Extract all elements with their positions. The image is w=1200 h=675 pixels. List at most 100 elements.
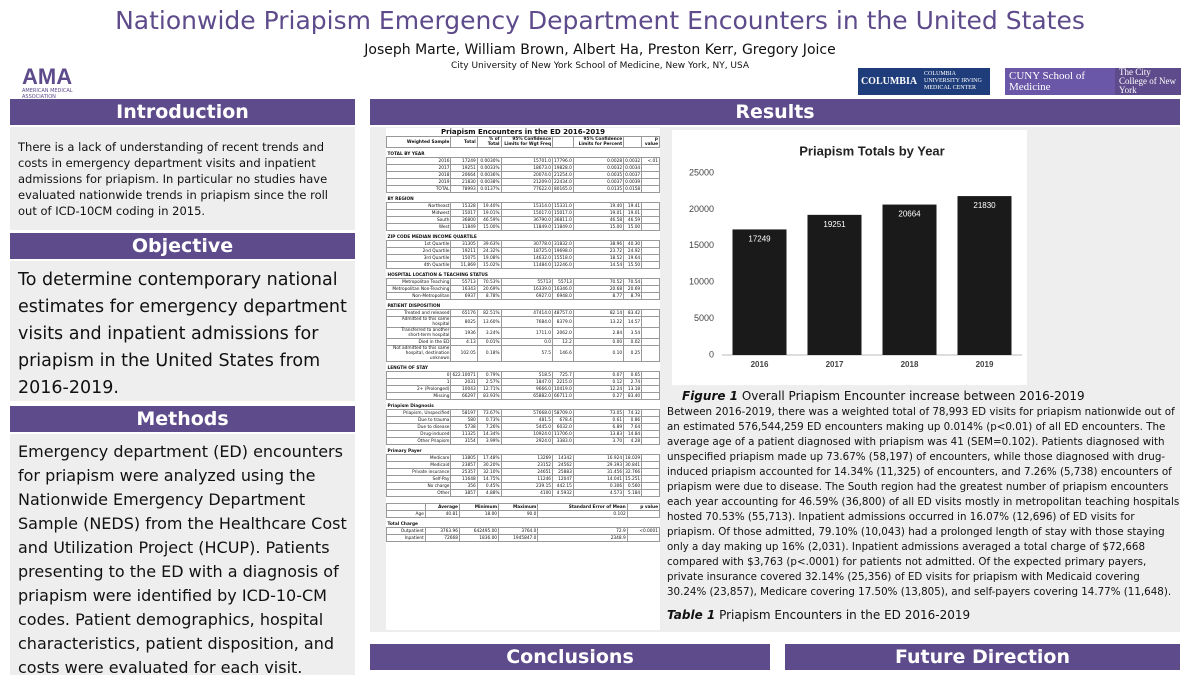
y-tick-label: 5000 xyxy=(694,313,714,323)
table-cell: 678.4 xyxy=(552,416,574,424)
table-cell: 13.22 xyxy=(572,316,625,328)
table-cell: 29.393 xyxy=(572,461,625,469)
table-cell: 7684.0 xyxy=(500,316,554,328)
table-cell: 0.18% xyxy=(476,345,502,362)
table-cell xyxy=(641,489,660,497)
table-cell: TOTAL xyxy=(386,185,452,193)
table-cell: 30.20% xyxy=(476,461,502,469)
table-cell: 3.99% xyxy=(476,437,502,445)
table-cell: 19.40 xyxy=(572,202,625,210)
table-cell: 73.67% xyxy=(476,409,502,417)
table-cell: 7.64 xyxy=(623,423,643,431)
table-cell: LENGTH OF STAY xyxy=(387,365,429,371)
table-cell: 78993 xyxy=(450,185,478,193)
table-cell xyxy=(641,385,660,393)
value-label: 17249 xyxy=(748,235,771,244)
table-cell xyxy=(641,171,660,179)
table-cell: <0.0001 xyxy=(626,527,660,535)
table-cell: 6948.0 xyxy=(552,292,574,300)
table-cell: 82.51% xyxy=(476,309,502,317)
table-cell: 31305 xyxy=(450,240,478,248)
table-cell: Metropolitan Non-Teaching xyxy=(386,285,452,293)
table-cell: 46.59% xyxy=(476,216,502,224)
table-cell xyxy=(641,392,660,400)
table-cell: 2019 xyxy=(386,178,452,186)
table-cell: 57668.0 xyxy=(500,409,554,417)
table-cell: 10924.0 xyxy=(500,430,554,438)
table-cell: 0.0039 xyxy=(623,178,643,186)
table-cell xyxy=(641,164,660,172)
table-caption: Table 1 Priapism Encounters in the ED 20… xyxy=(667,608,970,622)
table-cell: 58197 xyxy=(450,409,478,417)
table-cell: 83.40 xyxy=(623,392,643,400)
table-cell xyxy=(641,327,660,339)
logo: The City College of New York xyxy=(1115,68,1181,95)
ama-logo: AMA xyxy=(22,64,73,89)
table-cell: 19.08% xyxy=(476,254,502,262)
table-cell: Inpatient xyxy=(386,534,426,542)
table-cell: 14.75% xyxy=(476,475,502,483)
table-cell: TOTAL BY YEAR xyxy=(387,151,425,157)
table-cell: 15.00% xyxy=(476,223,502,231)
column-header xyxy=(552,136,574,148)
column-header xyxy=(623,136,643,148)
table-cell xyxy=(641,261,660,269)
results-text: Between 2016-2019, there was a weighted … xyxy=(667,406,1180,598)
table-cell: 14632.0 xyxy=(500,254,554,262)
table-cell: West xyxy=(386,223,452,231)
table-cell: 40.30 xyxy=(623,240,643,248)
table-cell: 0.0028 xyxy=(572,157,625,165)
table-cell: 21830 xyxy=(450,178,478,186)
table-cell: 481.5 xyxy=(500,416,554,424)
table-cell: 0.102 xyxy=(537,510,628,518)
table-cell: 8.79 xyxy=(623,292,643,300)
table-cell: 4th Quartile xyxy=(386,261,452,269)
table-cell: 0.0137% xyxy=(476,185,502,193)
table-cell: 0.0037 xyxy=(572,178,625,186)
table-cell: 15328 xyxy=(450,202,478,210)
table-cell: 65882.0 xyxy=(500,392,554,400)
table-cell xyxy=(641,185,660,193)
table-cell: 0.0035 xyxy=(572,171,625,179)
table-cell: HOSPITAL LOCATION & TEACHING STATUS xyxy=(387,272,489,278)
table-cell: 13805 xyxy=(450,454,478,462)
table-cell: 12047 xyxy=(552,475,574,483)
table-cell: 14.57 xyxy=(623,316,643,328)
table-cell: 0.0158 xyxy=(623,185,643,193)
table-cell: 18.00 xyxy=(458,510,500,518)
table-cell: 3.24% xyxy=(476,327,502,339)
table-cell: 58709.0 xyxy=(552,409,574,417)
table-cell: 0.01% xyxy=(476,338,502,346)
table-cell: 12.2 xyxy=(552,338,574,346)
table-cell: 19.01 xyxy=(623,209,643,217)
table-cell: 15.00 xyxy=(572,223,625,231)
bar xyxy=(807,214,862,355)
table-cell: 0.0033% xyxy=(476,164,502,172)
table-cell: 0.0032 xyxy=(623,157,643,165)
table-cell: South xyxy=(386,216,452,224)
table-cell: 66711.0 xyxy=(552,392,574,400)
table-cell: 15.251 xyxy=(623,475,643,483)
table-cell: 2nd Quartile xyxy=(386,247,452,255)
caption-label: Figure 1 xyxy=(682,389,739,403)
table-cell: 74.32 xyxy=(623,409,643,417)
table-cell: 17.48% xyxy=(476,454,502,462)
table-cell: 15017.0 xyxy=(500,209,554,217)
table-cell: 2016 xyxy=(386,157,452,165)
table-cell: 47414.0 xyxy=(500,309,554,317)
table-cell: 55713 xyxy=(500,278,554,286)
table-cell: Non-Metropolitan xyxy=(386,292,452,300)
table-cell: 20.69% xyxy=(476,285,502,293)
caption-text: Overall Priapism Encounter increase betw… xyxy=(741,389,1085,403)
table-cell: 24562 xyxy=(552,461,574,469)
table-cell xyxy=(641,240,660,248)
table-cell: 14.54 xyxy=(572,261,625,269)
table-cell: 24651 xyxy=(500,468,554,476)
table-cell: 20.68 xyxy=(572,285,625,293)
table-cell: 30778.0 xyxy=(500,240,554,248)
section-heading: Results xyxy=(370,99,1180,125)
table-cell: 73.05 xyxy=(572,409,625,417)
table-cell: 19251 xyxy=(450,164,478,172)
table-cell: 11,869 xyxy=(450,261,478,269)
table-cell: 0.07 xyxy=(572,371,625,379)
